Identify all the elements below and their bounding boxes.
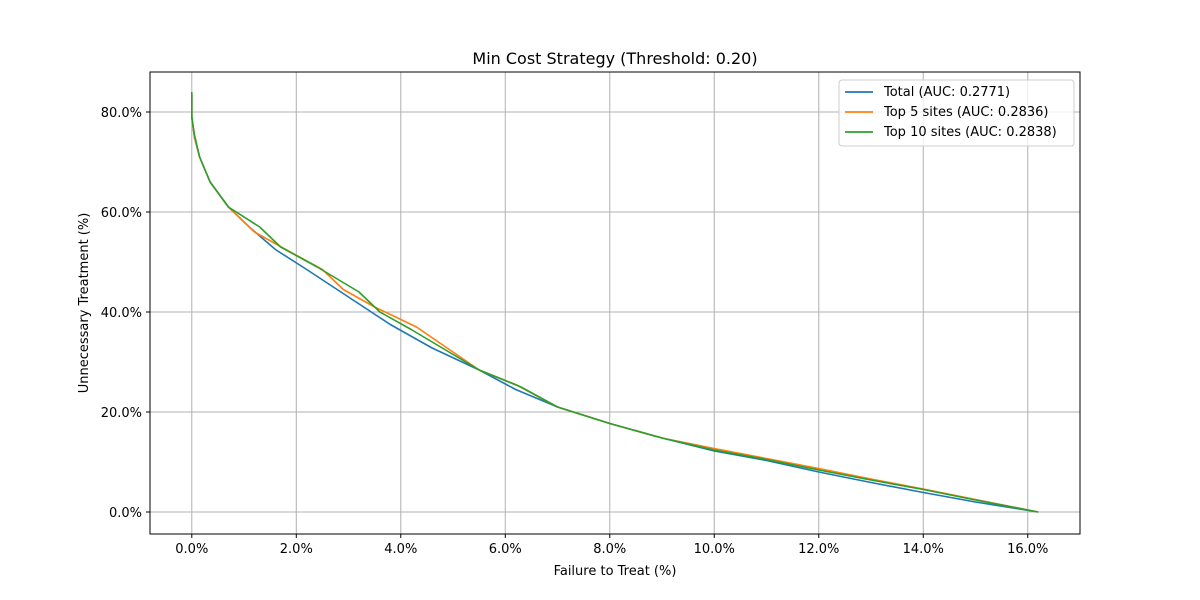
x-tick-label: 4.0% [384, 542, 417, 557]
chart-title: Min Cost Strategy (Threshold: 0.20) [472, 49, 757, 68]
legend-label: Total (AUC: 0.2771) [883, 85, 1010, 100]
x-tick-label: 8.0% [593, 542, 626, 557]
series-line-3 [191, 92, 1039, 513]
x-tick-label: 14.0% [903, 542, 944, 557]
series-line-2 [191, 94, 1039, 513]
x-tick-label: 0.0% [175, 542, 208, 557]
series-layer [191, 92, 1039, 513]
y-axis-label: Unnecessary Treatment (%) [77, 213, 92, 394]
x-axis-label: Failure to Treat (%) [554, 564, 677, 579]
series-line-1 [191, 94, 1039, 513]
legend-label: Top 5 sites (AUC: 0.2836) [883, 105, 1049, 120]
legend-box [838, 79, 1075, 147]
x-tick-label: 12.0% [798, 542, 839, 557]
y-tick-label: 60.0% [101, 206, 142, 221]
x-tick-label: 10.0% [694, 542, 735, 557]
x-tick-label: 16.0% [1007, 542, 1048, 557]
y-tick-label: 0.0% [109, 506, 142, 521]
legend-label: Top 10 sites (AUC: 0.2838) [883, 125, 1057, 140]
x-axis-ticks: 0.0% 2.0% 4.0% 6.0% 8.0% 10.0% 12.0% 14.0% 16.0% [175, 534, 1048, 557]
y-tick-label: 20.0% [101, 406, 142, 421]
y-axis-ticks: 0.0% 20.0% 40.0% 60.0% 80.0% [101, 106, 150, 521]
legend: Total (AUC: 0.2771) Top 5 sites (AUC: 0.2… [838, 79, 1075, 147]
y-tick-label: 80.0% [101, 106, 142, 121]
x-tick-label: 6.0% [489, 542, 522, 557]
x-tick-label: 2.0% [280, 542, 313, 557]
y-tick-label: 40.0% [101, 306, 142, 321]
plot-frame [149, 71, 1081, 535]
